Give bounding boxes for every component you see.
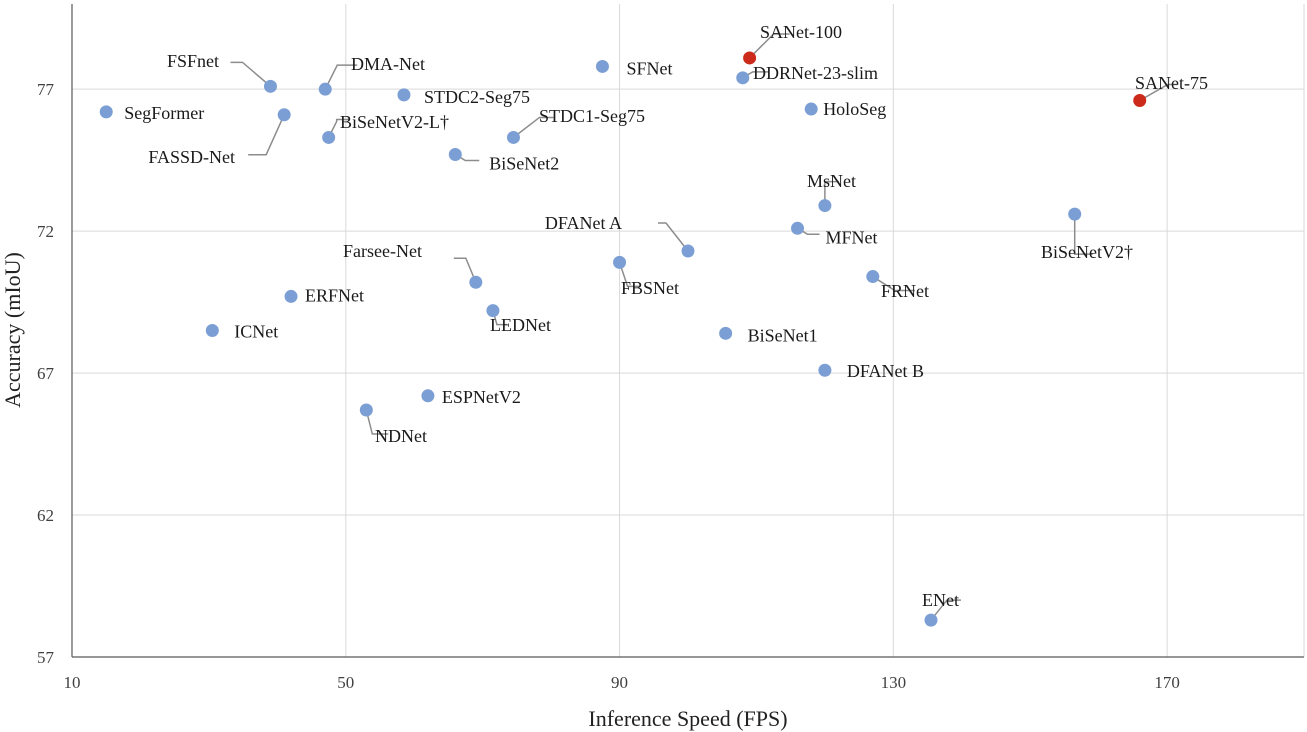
x-tick-label: 90 xyxy=(611,673,628,692)
point-bisenetv2-l xyxy=(322,130,336,144)
point-holoseg xyxy=(804,102,818,116)
leader-bisenetv2 xyxy=(1073,214,1093,255)
axes xyxy=(71,4,1304,658)
point-fassd-net xyxy=(277,108,291,122)
label-bisenetv2: BiSeNetV2† xyxy=(1041,242,1133,262)
y-tick-label: 77 xyxy=(37,80,55,99)
label-bisenetv2-l: BiSeNetV2-L† xyxy=(340,112,449,132)
leader-msnet xyxy=(824,180,839,206)
label-stdc1-seg75: STDC1-Seg75 xyxy=(539,106,645,126)
label-dfanet-a: DFANet A xyxy=(545,213,622,233)
label-sfnet: SFNet xyxy=(626,58,672,78)
leader-bisenetv2-l xyxy=(327,118,349,138)
label-fassd-net: FASSD-Net xyxy=(148,147,235,167)
label-bisenet2: BiSeNet2 xyxy=(489,153,559,173)
label-erfnet: ERFNet xyxy=(305,285,364,305)
point-labels: SegFormer FSFnet FASSD-Net ERFNet ICNet DMA-N… xyxy=(124,22,1208,610)
label-dma-net: DMA-Net xyxy=(351,54,425,74)
x-axis-title: Inference Speed (FPS) xyxy=(588,706,787,731)
point-dfanet-a xyxy=(681,244,695,258)
label-frnet: FRNet xyxy=(881,281,929,301)
point-ddrnet-23-slim xyxy=(736,71,750,85)
point-frnet xyxy=(866,270,880,284)
point-mfnet xyxy=(791,221,805,235)
label-mfnet: MFNet xyxy=(826,227,878,247)
label-ndnet: NDNet xyxy=(375,426,427,446)
tick-labels: 10 50 90 130 170 57 62 67 72 77 xyxy=(37,80,1180,692)
label-sanet-75: SANet-75 xyxy=(1135,73,1208,93)
point-fsfnet xyxy=(263,79,277,93)
point-segformer xyxy=(99,105,113,119)
point-stdc2-seg75 xyxy=(397,88,411,102)
leader-stdc1-seg75 xyxy=(513,116,554,139)
point-dfanet-b xyxy=(818,363,832,377)
point-msnet xyxy=(818,199,832,213)
label-sanet-100: SANet-100 xyxy=(760,22,842,42)
grid-lines xyxy=(72,4,1305,657)
leader-enet xyxy=(930,599,961,621)
label-bisenet1: BiSeNet1 xyxy=(748,325,818,345)
point-stdc1-seg75 xyxy=(506,130,520,144)
y-tick-label: 62 xyxy=(37,506,54,525)
x-tick-label: 10 xyxy=(64,673,81,692)
y-tick-label: 57 xyxy=(37,648,55,667)
point-bisenet1 xyxy=(719,326,733,340)
y-tick-label: 72 xyxy=(37,222,54,241)
label-icnet: ICNet xyxy=(234,322,278,342)
label-fbsnet: FBSNet xyxy=(621,278,679,298)
label-lednet: LEDNet xyxy=(490,315,551,335)
leader-dfanet-a xyxy=(658,222,689,252)
x-tick-label: 170 xyxy=(1154,673,1180,692)
leader-ndnet xyxy=(365,409,389,435)
label-leaders xyxy=(230,33,1178,621)
label-dfanet-b: DFANet B xyxy=(847,361,924,381)
leader-fassd-net xyxy=(248,114,285,156)
label-ddrnet-23-slim: DDRNet-23-slim xyxy=(753,63,878,83)
point-farsee-net xyxy=(469,275,483,289)
point-enet xyxy=(924,613,938,627)
label-espnetv2: ESPNetV2 xyxy=(442,387,521,407)
point-ndnet xyxy=(359,403,373,417)
y-axis-title: Accuracy (mIoU) xyxy=(0,252,25,408)
point-lednet xyxy=(486,304,500,318)
point-sfnet xyxy=(595,59,609,73)
label-msnet: MsNet xyxy=(807,171,856,191)
point-icnet xyxy=(205,324,219,337)
data-points xyxy=(99,51,1147,627)
leader-frnet xyxy=(872,275,915,292)
point-erfnet xyxy=(284,289,298,303)
point-bisenetv2 xyxy=(1068,207,1082,221)
label-segformer: SegFormer xyxy=(124,103,204,123)
point-sanet-75 xyxy=(1133,94,1147,108)
leader-farsee-net xyxy=(453,257,477,283)
label-holoseg: HoloSeg xyxy=(823,99,886,119)
point-bisenet2 xyxy=(448,147,462,161)
label-stdc2-seg75: STDC2-Seg75 xyxy=(424,87,530,107)
leader-dma-net xyxy=(324,64,358,90)
label-farsee-net: Farsee-Net xyxy=(343,241,422,261)
point-espnetv2 xyxy=(421,389,435,403)
point-fbsnet xyxy=(613,255,627,269)
leader-fbsnet xyxy=(618,262,640,288)
leader-fsfnet xyxy=(230,61,271,87)
label-fsfnet: FSFnet xyxy=(167,51,219,71)
label-enet: ENet xyxy=(922,590,959,610)
x-tick-label: 130 xyxy=(881,673,907,692)
leader-sanet-75 xyxy=(1139,83,1178,102)
y-tick-label: 67 xyxy=(37,364,55,383)
point-sanet-100 xyxy=(743,51,757,65)
x-tick-label: 50 xyxy=(337,673,354,692)
point-dma-net xyxy=(318,82,332,96)
leader-sanet-100 xyxy=(749,33,790,59)
